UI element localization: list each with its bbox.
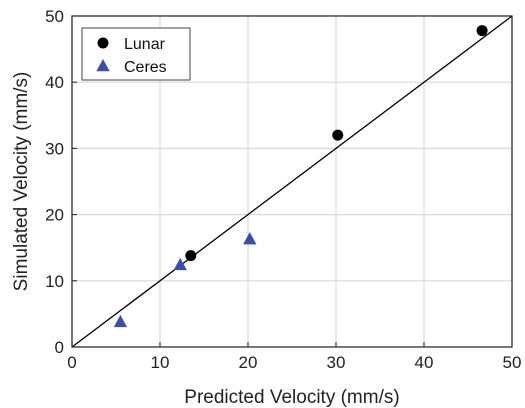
lunar-data-point — [332, 129, 344, 141]
legend-label-lunar: Lunar — [124, 36, 166, 53]
ceres-data-point — [243, 232, 257, 245]
data-points — [113, 25, 488, 328]
x-tick-label: 30 — [327, 353, 346, 372]
ceres-data-point — [113, 314, 128, 328]
reference-line-y-equals-x — [71, 15, 513, 348]
y-tick-label: 40 — [45, 73, 64, 92]
legend-box — [81, 27, 191, 81]
y-tick-label: 10 — [45, 272, 64, 291]
x-tick-label: 20 — [239, 353, 258, 372]
x-tick-label: 50 — [503, 353, 522, 372]
legend-entries: Lunar Ceres — [96, 36, 167, 76]
y-axis-label: Simulated Velocity (mm/s) — [11, 72, 32, 292]
plot-frame — [71, 15, 513, 348]
lunar-legend-marker — [97, 37, 109, 49]
lunar-data-point — [476, 25, 488, 37]
y-tick-label: 50 — [45, 7, 64, 26]
x-axis-label: Predicted Velocity (mm/s) — [184, 387, 399, 408]
y-tick-label: 20 — [45, 206, 64, 225]
lunar-data-point — [185, 250, 197, 262]
x-axis-ticks: 0 10 20 30 40 50 — [67, 342, 521, 372]
y-tick-label: 0 — [55, 338, 64, 357]
ceres-legend-marker — [96, 59, 110, 72]
ceres-data-point — [173, 257, 187, 271]
legend: Lunar Ceres — [81, 27, 191, 81]
x-tick-label: 10 — [151, 353, 170, 372]
legend-label-ceres: Ceres — [124, 59, 167, 76]
y-tick-label: 30 — [45, 139, 64, 158]
x-tick-label: 0 — [67, 353, 76, 372]
x-tick-label: 40 — [415, 353, 434, 372]
y-axis-ticks: 0 10 20 30 40 50 — [45, 7, 77, 357]
